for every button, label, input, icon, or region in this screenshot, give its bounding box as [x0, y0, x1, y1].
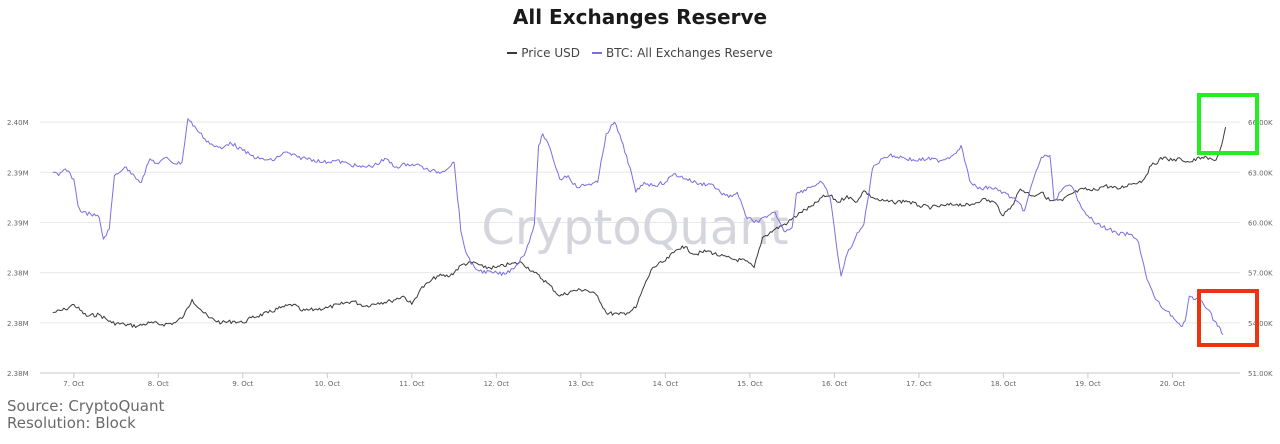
- legend-label-price: Price USD: [521, 46, 580, 60]
- x-tick-label: 14. Oct: [653, 380, 679, 388]
- right-tick-label: 54.00K: [1248, 320, 1273, 328]
- left-tick-label: 2.39M: [7, 219, 29, 227]
- x-axis: 7. Oct 8. Oct 9. Oct 10. Oct 11. Oct 12. Oct 1…: [40, 372, 1240, 388]
- right-tick-label: 60.00K: [1248, 219, 1273, 227]
- x-tick-label: 11. Oct: [399, 380, 425, 388]
- x-tick-label: 7. Oct: [63, 380, 84, 388]
- watermark: CryptoQuant: [481, 200, 788, 256]
- right-tick-label: 51.00K: [1248, 370, 1273, 378]
- source-text: Source: CryptoQuant: [7, 397, 165, 415]
- x-tick-label: 12. Oct: [484, 380, 510, 388]
- legend-swatch-reserve: [592, 52, 602, 54]
- x-tick-label: 17. Oct: [906, 380, 932, 388]
- x-tick-label: 9. Oct: [232, 380, 253, 388]
- x-tick-label: 19. Oct: [1075, 380, 1101, 388]
- left-axis-labels: 2.38M 2.38M 2.38M 2.39M 2.39M 2.40M: [7, 119, 29, 378]
- x-tick-label: 18. Oct: [991, 380, 1017, 388]
- x-tick-label: 13. Oct: [568, 380, 594, 388]
- legend-item-reserve[interactable]: BTC: All Exchanges Reserve: [592, 46, 773, 60]
- right-axis-labels: 51.00K 54.00K 57.00K 60.00K 63.00K 66.00K: [1248, 119, 1273, 378]
- left-tick-label: 2.39M: [7, 169, 29, 177]
- series-lines: [52, 118, 1227, 335]
- left-tick-label: 2.38M: [7, 370, 29, 378]
- right-tick-label: 63.00K: [1248, 169, 1273, 177]
- left-tick-label: 2.38M: [7, 320, 29, 328]
- legend-swatch-price: [507, 52, 518, 54]
- grid-lines: [40, 121, 1240, 374]
- x-tick-label: 8. Oct: [148, 380, 169, 388]
- right-tick-label: 57.00K: [1248, 270, 1273, 278]
- x-tick-label: 15. Oct: [737, 380, 763, 388]
- resolution-text: Resolution: Block: [7, 414, 136, 432]
- x-tick-label: 20. Oct: [1160, 380, 1186, 388]
- legend: Price USD BTC: All Exchanges Reserve: [0, 46, 1280, 60]
- left-tick-label: 2.40M: [7, 119, 29, 127]
- highlight-boxes: [1197, 93, 1259, 347]
- price-usd-line: [52, 126, 1227, 328]
- chart-title: All Exchanges Reserve: [512, 5, 768, 29]
- legend-item-price[interactable]: Price USD: [507, 46, 580, 60]
- x-tick-label: 10. Oct: [315, 380, 341, 388]
- legend-label-reserve: BTC: All Exchanges Reserve: [606, 46, 773, 60]
- reserve-highlight-box: [1197, 289, 1259, 347]
- right-tick-label: 66.00K: [1248, 119, 1273, 127]
- exchange-reserve-line: [52, 118, 1224, 335]
- price-highlight-box: [1197, 93, 1259, 155]
- left-tick-label: 2.38M: [7, 270, 29, 278]
- x-tick-label: 16. Oct: [822, 380, 848, 388]
